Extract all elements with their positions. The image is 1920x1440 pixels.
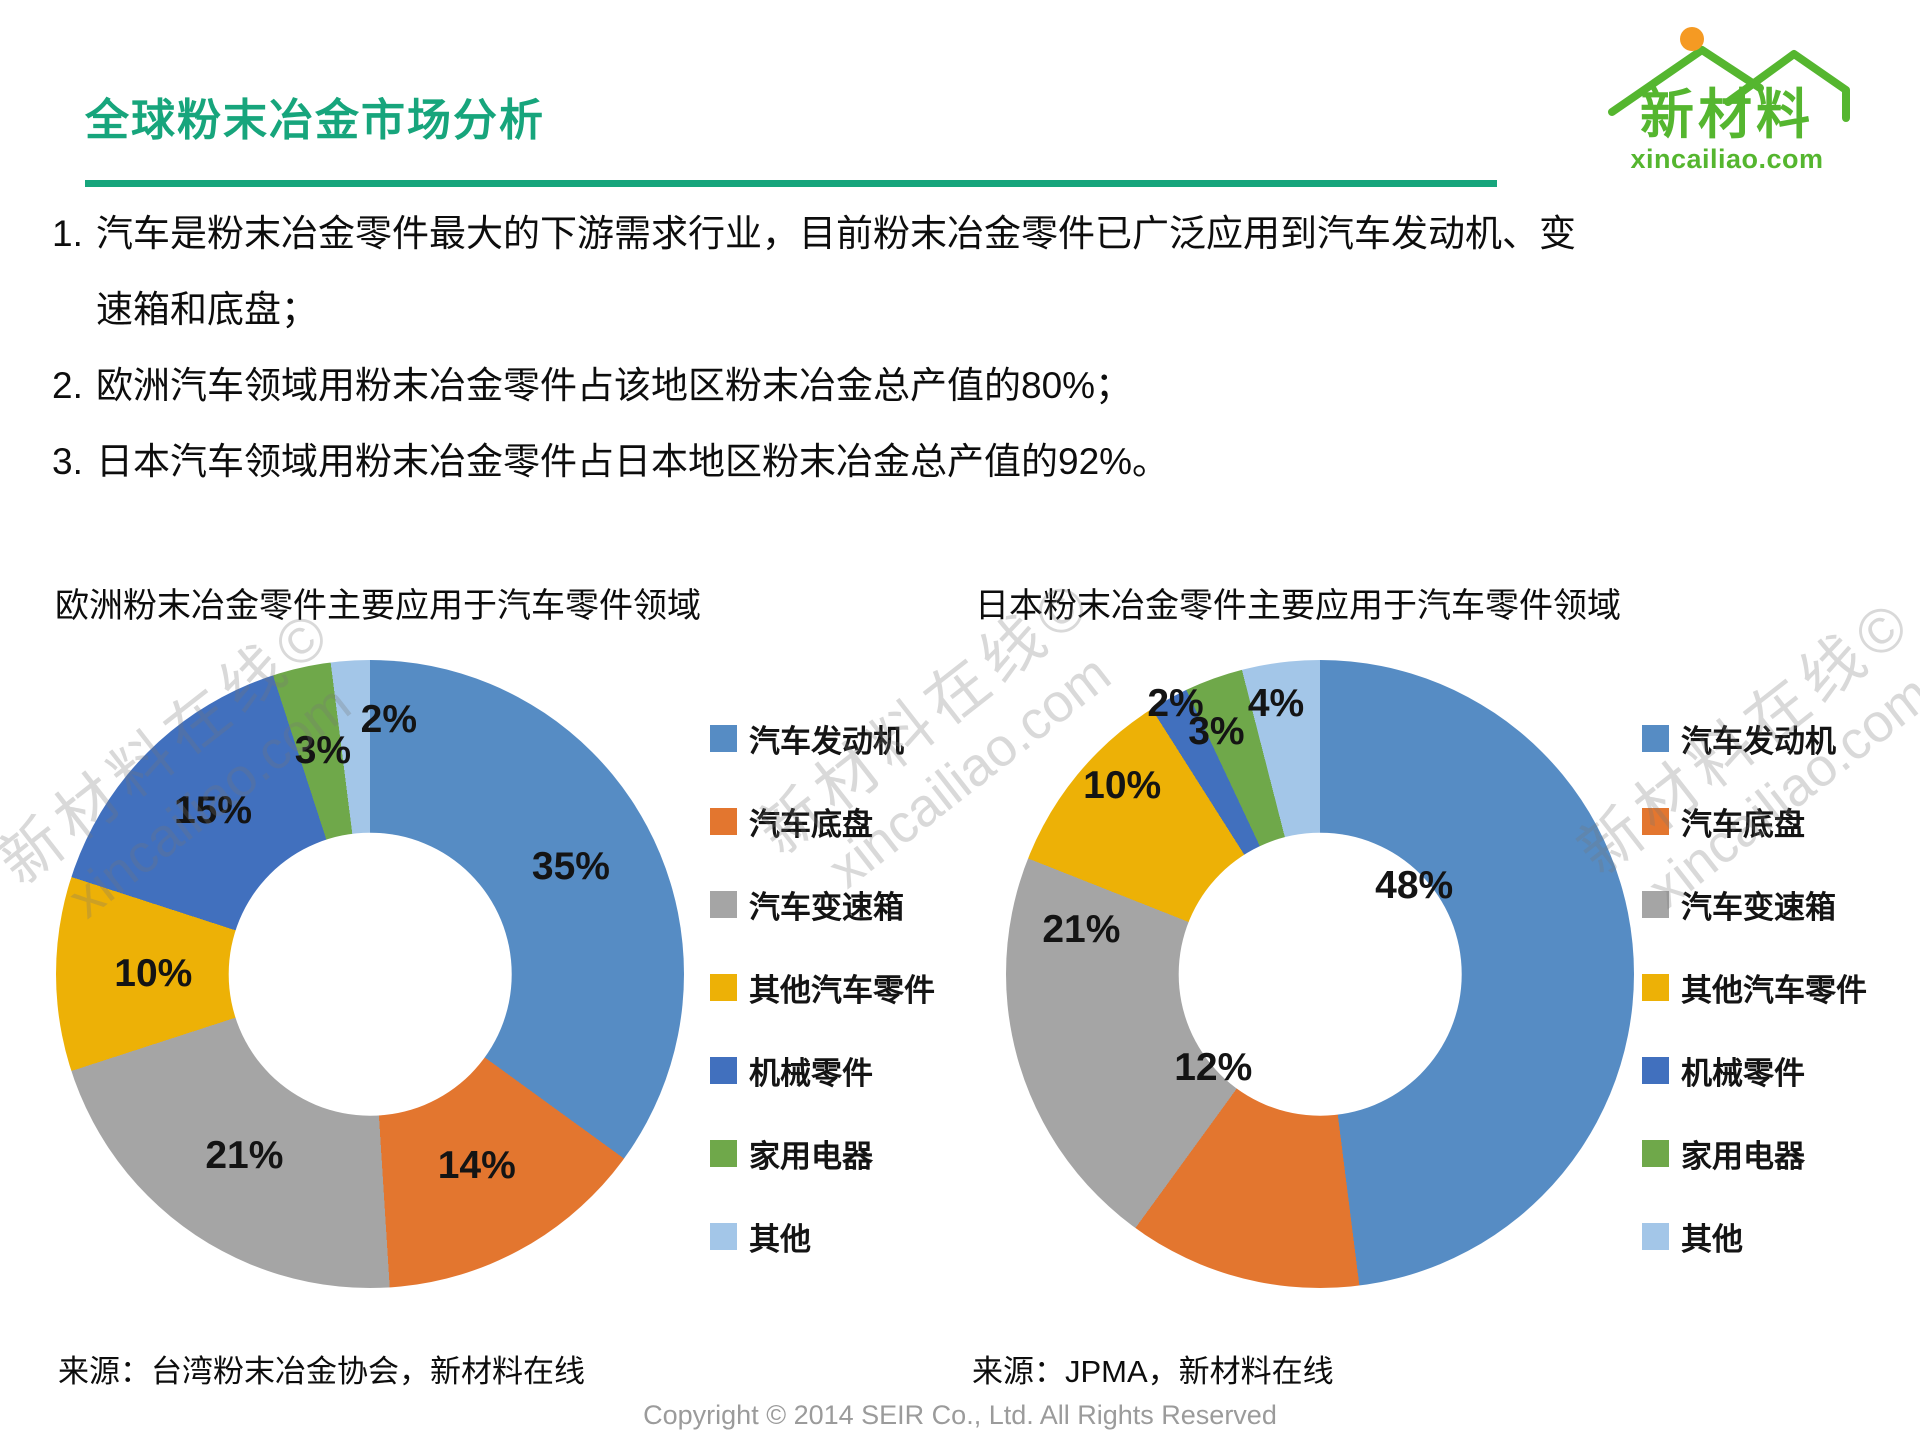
slice-label: 21% xyxy=(205,1134,284,1178)
donut-hole xyxy=(1178,832,1462,1116)
legend-item: 其他汽车零件 xyxy=(710,965,935,1010)
logo-domain: xincailiao.com xyxy=(1630,144,1824,174)
logo-name: 新材料 xyxy=(1640,85,1814,145)
legend-label: 机械零件 xyxy=(1681,1056,1805,1091)
chart-title-europe: 欧洲粉末冶金零件主要应用于汽车零件领域 xyxy=(55,587,701,625)
bullet-item: 2. 欧洲汽车领域用粉末冶金零件占该地区粉末冶金总产值的80%； xyxy=(52,348,1588,424)
legend-swatch-icon xyxy=(1642,974,1669,1001)
slice-label: 3% xyxy=(294,729,352,773)
legend-swatch-icon xyxy=(1642,808,1669,835)
bullet-text: 日本汽车领域用粉末冶金零件占日本地区粉末冶金总产值的92%。 xyxy=(96,441,1170,482)
legend-item: 汽车底盘 xyxy=(710,799,935,844)
bullet-number: 2. xyxy=(52,365,83,406)
legend-label: 汽车变速箱 xyxy=(1681,890,1836,925)
legend-label: 汽车底盘 xyxy=(1681,807,1805,842)
slice-label: 14% xyxy=(437,1143,516,1187)
chart-title-japan: 日本粉末冶金零件主要应用于汽车零件领域 xyxy=(975,587,1621,625)
legend-item: 汽车发动机 xyxy=(1642,716,1867,761)
legend-item: 汽车底盘 xyxy=(1642,799,1867,844)
slice-label: 10% xyxy=(114,952,193,995)
copyright-text: Copyright © 2014 SEIR Co., Ltd. All Righ… xyxy=(643,1400,1277,1430)
legend-label: 家用电器 xyxy=(749,1139,873,1174)
legend-swatch-icon xyxy=(1642,725,1669,752)
slice-label: 48% xyxy=(1375,864,1454,908)
bullet-item: 1. 汽车是粉末冶金零件最大的下游需求行业，目前粉末冶金零件已广泛应用到汽车发动… xyxy=(52,196,1588,348)
legend-swatch-icon xyxy=(710,1223,737,1250)
slice-label: 12% xyxy=(1174,1046,1253,1090)
legend-item: 家用电器 xyxy=(710,1131,935,1176)
source-note-japan: 来源：JPMA，新材料在线 xyxy=(972,1354,1334,1389)
bullet-list: 1. 汽车是粉末冶金零件最大的下游需求行业，目前粉末冶金零件已广泛应用到汽车发动… xyxy=(52,196,1588,500)
slice-label: 10% xyxy=(1083,763,1162,807)
legend-label: 汽车发动机 xyxy=(749,724,904,759)
bullet-number: 3. xyxy=(52,441,83,482)
legend-label: 汽车变速箱 xyxy=(749,890,904,925)
slice-label: 2% xyxy=(360,697,418,741)
legend-label: 其他汽车零件 xyxy=(1681,973,1867,1008)
legend-label: 其他 xyxy=(1681,1222,1743,1257)
legend-swatch-icon xyxy=(710,891,737,918)
logo-roof-icon xyxy=(1608,27,1850,122)
legend-japan: 汽车发动机汽车底盘汽车变速箱其他汽车零件 机械零件家用电器其他 xyxy=(1642,716,1867,1259)
bullet-item: 3. 日本汽车领域用粉末冶金零件占日本地区粉末冶金总产值的92%。 xyxy=(52,424,1588,500)
legend-swatch-icon xyxy=(1642,1057,1669,1084)
bullet-number: 1. xyxy=(52,213,83,254)
page-title: 全球粉末冶金市场分析 xyxy=(85,96,545,145)
legend-swatch-icon xyxy=(710,808,737,835)
donut-hole xyxy=(228,832,512,1116)
sun-dot-icon xyxy=(1680,27,1704,51)
legend-europe: 汽车发动机汽车底盘汽车变速箱其他汽车零件 机械零件家用电器其他 xyxy=(710,716,935,1259)
slice-label: 21% xyxy=(1042,908,1121,952)
legend-label: 汽车发动机 xyxy=(1681,724,1836,759)
donut-chart-europe: 35% 14% 21% 10% 15% 3% 2% xyxy=(56,660,684,1288)
bullet-text: 欧洲汽车领域用粉末冶金零件占该地区粉末冶金总产值的80%； xyxy=(96,365,1133,406)
legend-swatch-icon xyxy=(1642,891,1669,918)
legend-item: 汽车变速箱 xyxy=(1642,882,1867,927)
legend-item: 机械零件 xyxy=(1642,1048,1867,1093)
donut-chart-japan: 48% 12% 21% 10% 2% 3% 4% xyxy=(1006,660,1634,1288)
legend-item: 机械零件 xyxy=(710,1048,935,1093)
legend-swatch-icon xyxy=(1642,1140,1669,1167)
legend-swatch-icon xyxy=(710,1140,737,1167)
legend-item: 家用电器 xyxy=(1642,1131,1867,1176)
title-underline xyxy=(85,180,1497,187)
slice-label: 15% xyxy=(173,788,253,832)
legend-label: 其他汽车零件 xyxy=(749,973,935,1008)
source-note-europe: 来源：台湾粉末冶金协会，新材料在线 xyxy=(58,1354,585,1389)
bullet-text: 汽车是粉末冶金零件最大的下游需求行业，目前粉末冶金零件已广泛应用到汽车发动机、变… xyxy=(96,213,1576,330)
legend-item: 其他 xyxy=(1642,1214,1867,1259)
legend-item: 汽车发动机 xyxy=(710,716,935,761)
legend-swatch-icon xyxy=(710,725,737,752)
legend-item: 汽车变速箱 xyxy=(710,882,935,927)
legend-swatch-icon xyxy=(710,974,737,1001)
legend-item: 其他汽车零件 xyxy=(1642,965,1867,1010)
logo: 新材料 xincailiao.com xyxy=(1602,26,1852,173)
legend-swatch-icon xyxy=(1642,1223,1669,1250)
legend-item: 其他 xyxy=(710,1214,935,1259)
slice-label: 4% xyxy=(1247,681,1305,725)
slice-label: 2% xyxy=(1147,681,1204,725)
legend-label: 汽车底盘 xyxy=(749,807,873,842)
slice-label: 3% xyxy=(1188,710,1245,754)
legend-label: 家用电器 xyxy=(1681,1139,1805,1174)
legend-label: 其他 xyxy=(749,1222,811,1257)
slice-label: 35% xyxy=(531,845,610,889)
legend-label: 机械零件 xyxy=(749,1056,873,1091)
legend-swatch-icon xyxy=(710,1057,737,1084)
